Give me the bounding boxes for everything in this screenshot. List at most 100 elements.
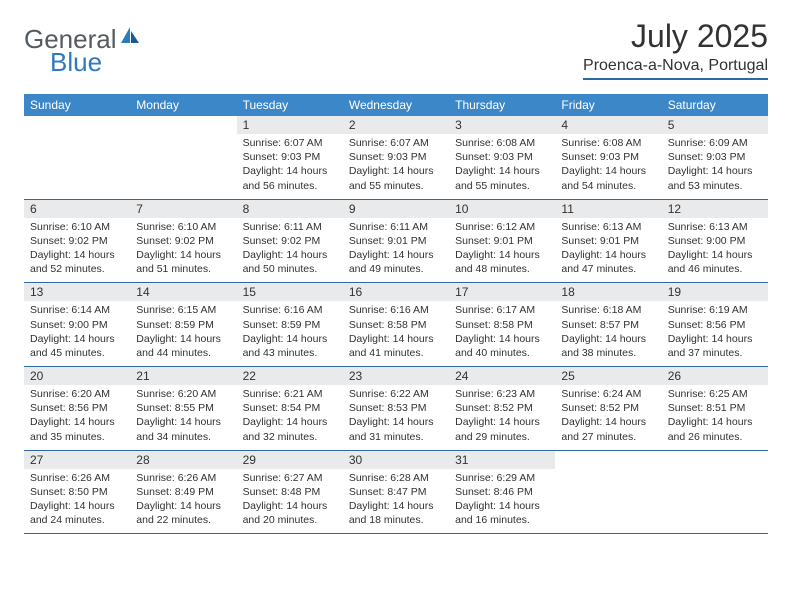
day-cell: 17Sunrise: 6:17 AMSunset: 8:58 PMDayligh… (449, 283, 555, 366)
day-info: Sunrise: 6:20 AMSunset: 8:55 PMDaylight:… (130, 385, 236, 450)
week-row: 1Sunrise: 6:07 AMSunset: 9:03 PMDaylight… (24, 116, 768, 200)
day-info: Sunrise: 6:08 AMSunset: 9:03 PMDaylight:… (449, 134, 555, 199)
day-number: 18 (555, 283, 661, 301)
day-number: 25 (555, 367, 661, 385)
day-number: 23 (343, 367, 449, 385)
day-number: 11 (555, 200, 661, 218)
day-cell: 4Sunrise: 6:08 AMSunset: 9:03 PMDaylight… (555, 116, 661, 199)
day-info: Sunrise: 6:10 AMSunset: 9:02 PMDaylight:… (24, 218, 130, 283)
title-block: July 2025 Proenca-a-Nova, Portugal (583, 18, 768, 80)
day-number: 16 (343, 283, 449, 301)
day-cell: 5Sunrise: 6:09 AMSunset: 9:03 PMDaylight… (662, 116, 768, 199)
day-header: Tuesday (237, 94, 343, 116)
day-number: 9 (343, 200, 449, 218)
day-info: Sunrise: 6:07 AMSunset: 9:03 PMDaylight:… (343, 134, 449, 199)
day-number: 1 (237, 116, 343, 134)
day-number: 20 (24, 367, 130, 385)
day-number: 14 (130, 283, 236, 301)
calendar-grid: SundayMondayTuesdayWednesdayThursdayFrid… (24, 94, 768, 534)
logo-text-blue: Blue (24, 47, 102, 77)
day-cell: 30Sunrise: 6:28 AMSunset: 8:47 PMDayligh… (343, 451, 449, 534)
week-row: 20Sunrise: 6:20 AMSunset: 8:56 PMDayligh… (24, 367, 768, 451)
day-number: 6 (24, 200, 130, 218)
day-info: Sunrise: 6:29 AMSunset: 8:46 PMDaylight:… (449, 469, 555, 534)
day-info: Sunrise: 6:14 AMSunset: 9:00 PMDaylight:… (24, 301, 130, 366)
day-cell: 16Sunrise: 6:16 AMSunset: 8:58 PMDayligh… (343, 283, 449, 366)
month-title: July 2025 (583, 18, 768, 55)
day-info: Sunrise: 6:17 AMSunset: 8:58 PMDaylight:… (449, 301, 555, 366)
day-cell: 13Sunrise: 6:14 AMSunset: 9:00 PMDayligh… (24, 283, 130, 366)
day-info: Sunrise: 6:26 AMSunset: 8:49 PMDaylight:… (130, 469, 236, 534)
day-cell: 26Sunrise: 6:25 AMSunset: 8:51 PMDayligh… (662, 367, 768, 450)
day-info: Sunrise: 6:23 AMSunset: 8:52 PMDaylight:… (449, 385, 555, 450)
day-info: Sunrise: 6:10 AMSunset: 9:02 PMDaylight:… (130, 218, 236, 283)
day-number: 29 (237, 451, 343, 469)
day-number: 17 (449, 283, 555, 301)
sail-icon (119, 25, 141, 50)
day-header: Friday (555, 94, 661, 116)
day-cell: 19Sunrise: 6:19 AMSunset: 8:56 PMDayligh… (662, 283, 768, 366)
day-cell: 22Sunrise: 6:21 AMSunset: 8:54 PMDayligh… (237, 367, 343, 450)
week-row: 6Sunrise: 6:10 AMSunset: 9:02 PMDaylight… (24, 200, 768, 284)
day-info: Sunrise: 6:08 AMSunset: 9:03 PMDaylight:… (555, 134, 661, 199)
week-row: 13Sunrise: 6:14 AMSunset: 9:00 PMDayligh… (24, 283, 768, 367)
day-info: Sunrise: 6:13 AMSunset: 9:00 PMDaylight:… (662, 218, 768, 283)
empty-day (662, 451, 768, 534)
day-info: Sunrise: 6:07 AMSunset: 9:03 PMDaylight:… (237, 134, 343, 199)
day-info: Sunrise: 6:20 AMSunset: 8:56 PMDaylight:… (24, 385, 130, 450)
day-number: 10 (449, 200, 555, 218)
weeks-container: 1Sunrise: 6:07 AMSunset: 9:03 PMDaylight… (24, 116, 768, 534)
week-row: 27Sunrise: 6:26 AMSunset: 8:50 PMDayligh… (24, 451, 768, 535)
day-number: 24 (449, 367, 555, 385)
day-number: 13 (24, 283, 130, 301)
day-number: 21 (130, 367, 236, 385)
day-header: Saturday (662, 94, 768, 116)
day-info: Sunrise: 6:25 AMSunset: 8:51 PMDaylight:… (662, 385, 768, 450)
day-cell: 28Sunrise: 6:26 AMSunset: 8:49 PMDayligh… (130, 451, 236, 534)
day-cell: 7Sunrise: 6:10 AMSunset: 9:02 PMDaylight… (130, 200, 236, 283)
day-info: Sunrise: 6:11 AMSunset: 9:02 PMDaylight:… (237, 218, 343, 283)
day-info: Sunrise: 6:16 AMSunset: 8:58 PMDaylight:… (343, 301, 449, 366)
day-header-row: SundayMondayTuesdayWednesdayThursdayFrid… (24, 94, 768, 116)
day-number: 30 (343, 451, 449, 469)
day-cell: 8Sunrise: 6:11 AMSunset: 9:02 PMDaylight… (237, 200, 343, 283)
day-info: Sunrise: 6:22 AMSunset: 8:53 PMDaylight:… (343, 385, 449, 450)
day-cell: 29Sunrise: 6:27 AMSunset: 8:48 PMDayligh… (237, 451, 343, 534)
header: GeneralBlue July 2025 Proenca-a-Nova, Po… (24, 18, 768, 80)
day-header: Wednesday (343, 94, 449, 116)
day-number: 28 (130, 451, 236, 469)
day-cell: 11Sunrise: 6:13 AMSunset: 9:01 PMDayligh… (555, 200, 661, 283)
day-info: Sunrise: 6:19 AMSunset: 8:56 PMDaylight:… (662, 301, 768, 366)
day-number: 3 (449, 116, 555, 134)
empty-day (555, 451, 661, 534)
day-cell: 14Sunrise: 6:15 AMSunset: 8:59 PMDayligh… (130, 283, 236, 366)
day-info: Sunrise: 6:28 AMSunset: 8:47 PMDaylight:… (343, 469, 449, 534)
day-cell: 24Sunrise: 6:23 AMSunset: 8:52 PMDayligh… (449, 367, 555, 450)
day-info: Sunrise: 6:11 AMSunset: 9:01 PMDaylight:… (343, 218, 449, 283)
day-cell: 15Sunrise: 6:16 AMSunset: 8:59 PMDayligh… (237, 283, 343, 366)
location: Proenca-a-Nova, Portugal (583, 57, 768, 80)
day-cell: 27Sunrise: 6:26 AMSunset: 8:50 PMDayligh… (24, 451, 130, 534)
day-cell: 9Sunrise: 6:11 AMSunset: 9:01 PMDaylight… (343, 200, 449, 283)
calendar-page: GeneralBlue July 2025 Proenca-a-Nova, Po… (0, 0, 792, 552)
day-number: 4 (555, 116, 661, 134)
day-number: 22 (237, 367, 343, 385)
day-info: Sunrise: 6:21 AMSunset: 8:54 PMDaylight:… (237, 385, 343, 450)
day-cell: 18Sunrise: 6:18 AMSunset: 8:57 PMDayligh… (555, 283, 661, 366)
day-number: 31 (449, 451, 555, 469)
day-cell: 25Sunrise: 6:24 AMSunset: 8:52 PMDayligh… (555, 367, 661, 450)
day-number: 2 (343, 116, 449, 134)
day-number: 27 (24, 451, 130, 469)
day-cell: 3Sunrise: 6:08 AMSunset: 9:03 PMDaylight… (449, 116, 555, 199)
day-info: Sunrise: 6:24 AMSunset: 8:52 PMDaylight:… (555, 385, 661, 450)
day-info: Sunrise: 6:09 AMSunset: 9:03 PMDaylight:… (662, 134, 768, 199)
day-info: Sunrise: 6:26 AMSunset: 8:50 PMDaylight:… (24, 469, 130, 534)
day-cell: 21Sunrise: 6:20 AMSunset: 8:55 PMDayligh… (130, 367, 236, 450)
day-number: 19 (662, 283, 768, 301)
day-cell: 2Sunrise: 6:07 AMSunset: 9:03 PMDaylight… (343, 116, 449, 199)
day-info: Sunrise: 6:15 AMSunset: 8:59 PMDaylight:… (130, 301, 236, 366)
day-cell: 6Sunrise: 6:10 AMSunset: 9:02 PMDaylight… (24, 200, 130, 283)
day-number: 12 (662, 200, 768, 218)
day-header: Monday (130, 94, 236, 116)
day-cell: 20Sunrise: 6:20 AMSunset: 8:56 PMDayligh… (24, 367, 130, 450)
